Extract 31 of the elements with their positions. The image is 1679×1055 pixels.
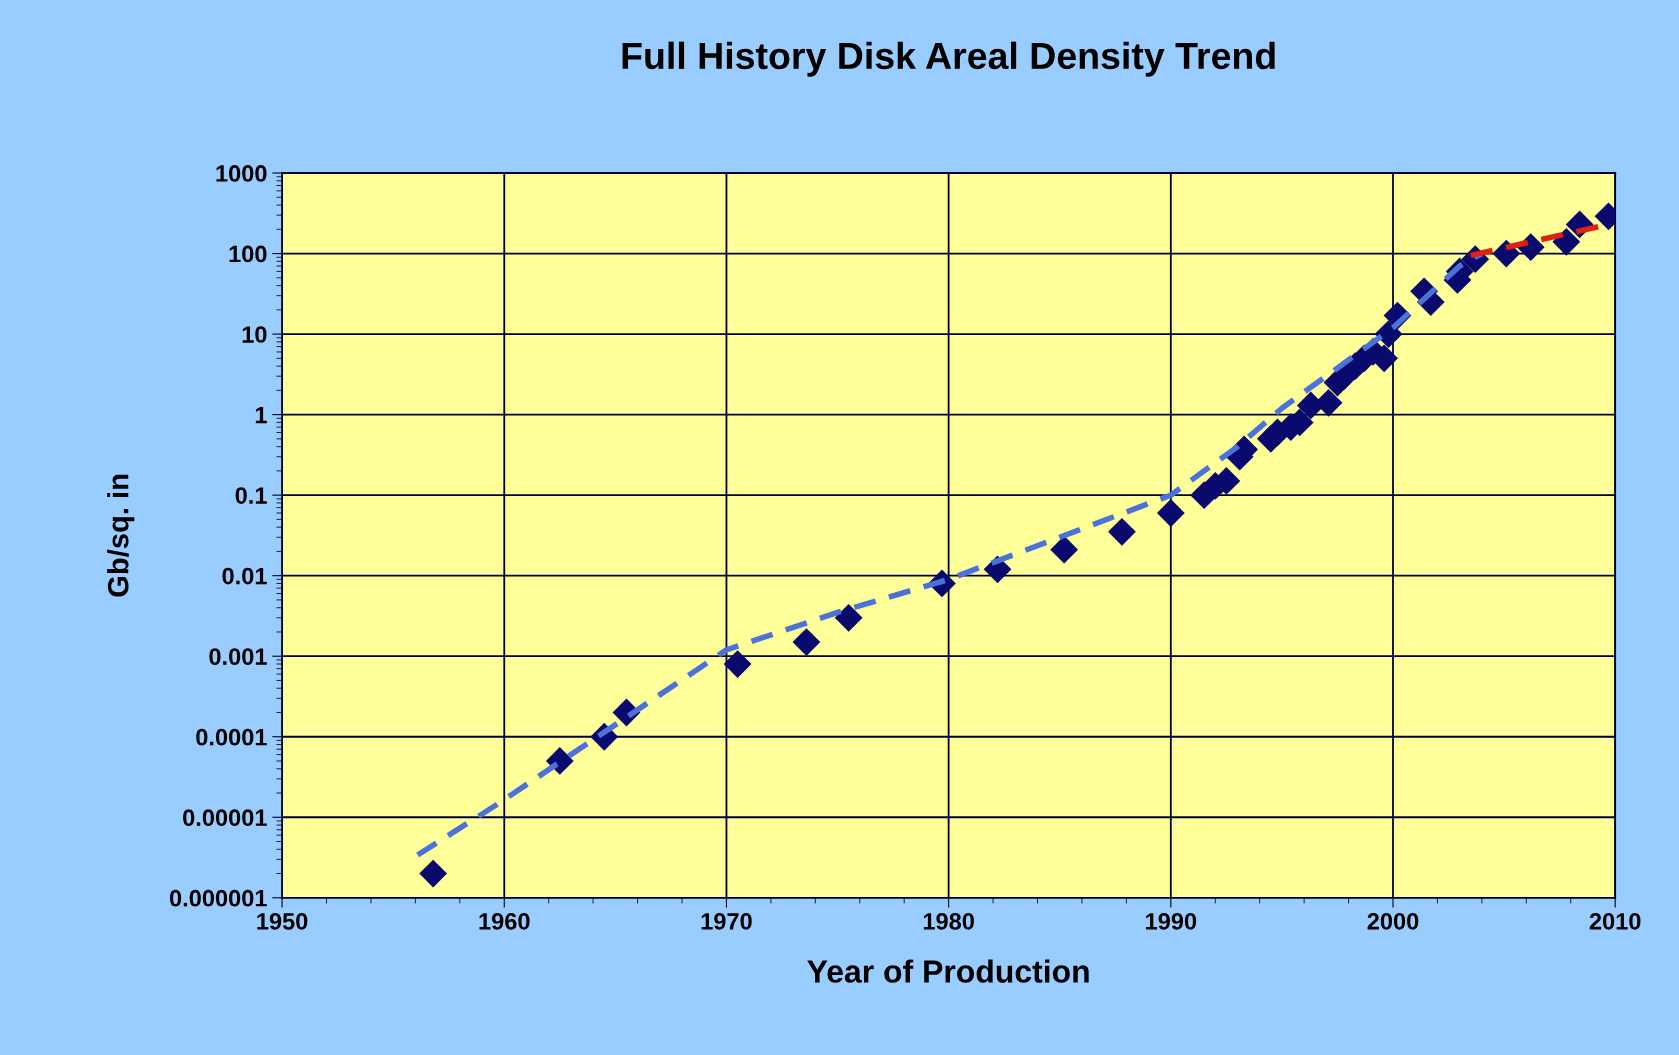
y-tick-label: 0.00001 xyxy=(183,809,267,827)
y-tick-label: 0.1 xyxy=(235,487,267,504)
point xyxy=(792,628,821,656)
point xyxy=(545,747,574,775)
x-tick-label: 1970 xyxy=(701,913,752,930)
y-tick-label: 0.000001 xyxy=(169,889,267,907)
point xyxy=(1108,517,1136,546)
y-tick-label: 1000 xyxy=(216,165,267,182)
x-tick-label: 1990 xyxy=(1146,913,1197,930)
point xyxy=(834,603,863,632)
y-tick-label: 0.01 xyxy=(222,567,267,585)
point xyxy=(419,859,448,888)
y-axis-title: Gb/sq. in xyxy=(107,474,135,597)
x-tick-label: 2000 xyxy=(1367,913,1419,930)
point xyxy=(1050,535,1079,564)
point xyxy=(1492,239,1521,268)
point xyxy=(723,650,752,678)
y-tick-label: 100 xyxy=(229,245,267,263)
x-tick-label: 2010 xyxy=(1589,913,1641,930)
x-axis-title: Year of Production xyxy=(807,959,1089,983)
y-tick-label: 0.001 xyxy=(209,648,267,665)
y-tick-label: 0.0001 xyxy=(196,728,267,746)
y-tick-label: 1 xyxy=(255,406,267,424)
chart-title: Full History Disk Areal Density Trend xyxy=(622,41,1275,77)
y-tick-label: 10 xyxy=(242,326,267,343)
point xyxy=(1156,499,1185,527)
x-tick-label: 1980 xyxy=(923,913,974,930)
x-tick-label: 1950 xyxy=(257,913,308,930)
point xyxy=(1552,227,1581,256)
x-tick-label: 1960 xyxy=(479,913,530,930)
point xyxy=(1374,320,1403,348)
